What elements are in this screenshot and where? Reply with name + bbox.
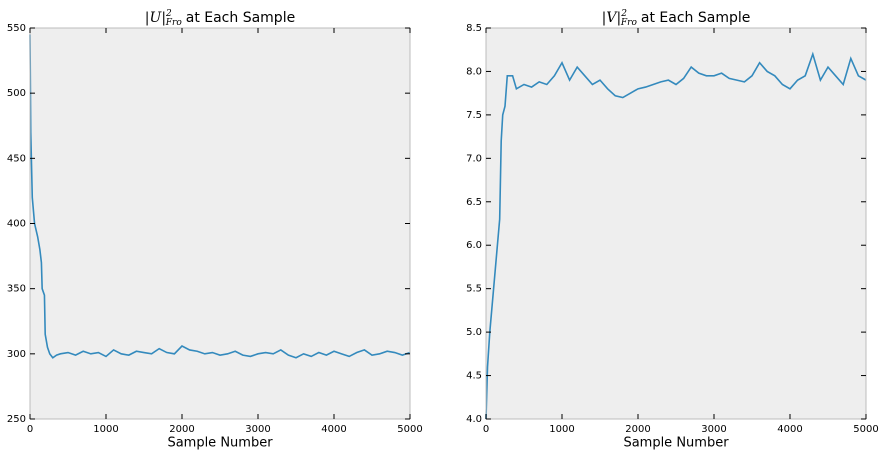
x-tick-label: 3000 [701,424,726,435]
title-sub: Fro [165,18,183,28]
y-tick-label: 300 [7,349,26,360]
y-tick-label: 400 [7,219,26,230]
x-tick-label: 0 [483,424,489,435]
x-tick-label: 5000 [397,424,422,435]
y-tick-label: 6.0 [466,240,482,251]
y-tick-label: 350 [7,284,26,295]
y-tick-label: 4.5 [466,371,482,382]
plot-area [30,28,410,419]
x-tick-label: 4000 [777,424,802,435]
y-tick-label: 450 [7,153,26,164]
y-tick-label: 6.5 [466,197,482,208]
x-axis-label: Sample Number [167,436,273,451]
plot-area [486,28,866,419]
title-text: at Each Sample [641,10,750,26]
x-tick-label: 2000 [169,424,194,435]
y-tick-label: 8.5 [466,23,482,34]
y-tick-label: 5.5 [466,284,482,295]
x-tick-label: 5000 [853,424,878,435]
title-sub: Fro [620,18,638,28]
x-tick-label: 0 [27,424,33,435]
data-line [29,34,411,359]
x-tick-label: 1000 [93,424,118,435]
y-tick-label: 7.0 [466,153,482,164]
y-tick-label: 4.0 [466,414,482,425]
x-tick-label: 4000 [321,424,346,435]
y-tick-label: 7.5 [466,110,482,121]
plot-frame [485,27,867,420]
chart-title: |U|2 Fro at Each Sample [145,9,295,28]
x-axis-label: Sample Number [623,436,729,451]
title-sup: 2 [165,9,172,19]
data-line [485,51,867,420]
y-tick-label: 250 [7,414,26,425]
title-sup: 2 [620,9,627,19]
title-symbol: |V| [602,10,622,26]
y-tick-label: 5.0 [466,327,482,338]
title-symbol: |U| [145,10,166,26]
y-tick-label: 550 [7,23,26,34]
chart-title: |V|2 Fro at Each Sample [602,9,751,28]
y-tick-label: 500 [7,88,26,99]
x-tick-label: 1000 [549,424,574,435]
y-tick-label: 8.0 [466,66,482,77]
x-tick-label: 2000 [625,424,650,435]
x-tick-label: 3000 [245,424,270,435]
title-text: at Each Sample [186,10,295,26]
